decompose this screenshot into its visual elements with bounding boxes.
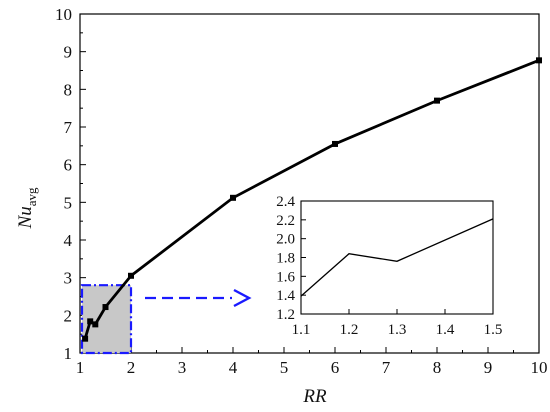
zoom-arrow [145, 288, 252, 308]
inset-y-tick-label: 2.4 [276, 194, 295, 210]
inset-y-tick-label: 1.2 [276, 307, 295, 323]
y-tick-label: 1 [64, 344, 73, 363]
x-tick-label: 3 [178, 358, 187, 377]
y-tick-label: 3 [64, 269, 73, 288]
inset-frame [300, 200, 494, 315]
y-tick-label: 5 [64, 193, 73, 212]
x-tick-label: 6 [331, 358, 340, 377]
data-point [82, 335, 89, 342]
data-point [102, 304, 109, 311]
x-tick-label: 2 [127, 358, 136, 377]
y-tick-label: 9 [64, 43, 73, 62]
main-axes: 1 2 3 4 5 6 7 8 9 10 1 2 3 4 5 6 7 8 9 10 [55, 5, 548, 377]
inset-x-tick-label: 1.3 [388, 322, 407, 338]
x-tick-label: 5 [280, 358, 289, 377]
data-point [87, 318, 94, 325]
inset-y-tick-label: 1.6 [276, 269, 295, 285]
data-point [434, 97, 440, 104]
y-tick-label: 6 [64, 156, 73, 175]
inset-x-tick-label: 1.1 [292, 322, 311, 338]
y-label-base: Nu [15, 206, 36, 229]
y-label-subscript: avg [24, 187, 39, 206]
data-point [536, 57, 542, 64]
x-tick-label: 8 [433, 358, 442, 377]
x-tick-label: 4 [229, 358, 238, 377]
axis-labels: RR Nuavg [15, 187, 327, 407]
inset-y-tick-label: 2.2 [276, 213, 295, 229]
y-tick-label: 2 [64, 306, 73, 325]
inset-x-tick-label: 1.2 [340, 322, 359, 338]
y-tick-label: 4 [64, 231, 73, 250]
data-point [230, 194, 236, 201]
data-point [92, 321, 99, 328]
inset-x-tick-label: 1.5 [484, 322, 503, 338]
x-axis-label: RR [302, 386, 327, 407]
y-axis-label: Nuavg [15, 187, 39, 229]
x-tick-label: 7 [382, 358, 391, 377]
x-tick-label: 10 [531, 358, 548, 377]
data-point [128, 272, 134, 279]
inset-y-tick-label: 2.0 [276, 232, 295, 248]
y-tick-label: 10 [55, 5, 72, 24]
inset-series [300, 218, 494, 297]
x-tick-label: 1 [76, 358, 85, 377]
y-tick-label: 8 [64, 80, 73, 99]
main-series [82, 57, 542, 342]
x-tick-label: 9 [484, 358, 493, 377]
inset-x-tick-label: 1.4 [436, 322, 455, 338]
y-tick-label: 7 [64, 118, 73, 137]
inset-y-tick-label: 1.4 [276, 288, 295, 304]
arrow-head [233, 288, 252, 308]
inset-series-line [300, 218, 494, 297]
inset-axes: 1.1 1.2 1.3 1.4 1.51.21.41.61.82.02.22.4 [276, 194, 502, 338]
data-point [332, 140, 338, 147]
inset-y-tick-label: 1.8 [276, 251, 295, 267]
